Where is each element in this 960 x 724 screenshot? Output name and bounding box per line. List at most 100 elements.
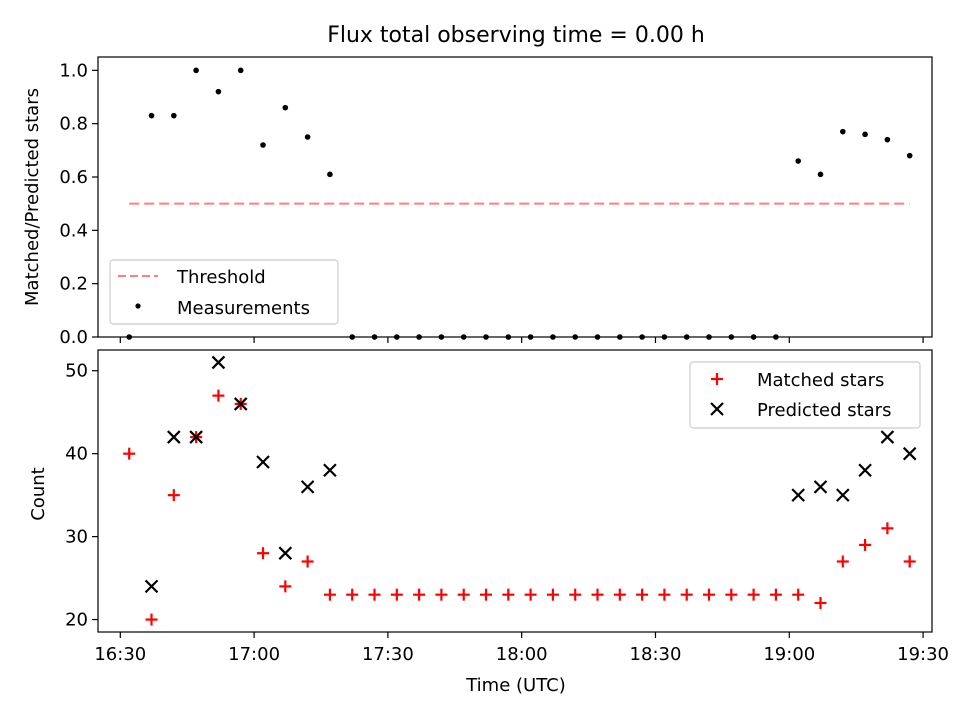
measurements-legend-swatch (135, 303, 141, 309)
measurement-point (483, 334, 489, 340)
matched-star-point (480, 588, 493, 601)
bottom-y-tick-label: 50 (65, 361, 88, 382)
top-plot: 0.0 0.2 0.4 0.6 0.8 1.0 Matched/Predicted sta… (22, 56, 933, 348)
measurement-point (304, 134, 311, 140)
measurement-point (884, 136, 891, 143)
bottom-y-tick-label: 30 (65, 527, 88, 548)
measurement-point (260, 142, 266, 148)
predicted-star-point (144, 579, 159, 594)
bottom-legend-box (689, 361, 921, 429)
matched-star-point (346, 588, 359, 601)
measurement-point (282, 104, 289, 111)
matched-star-point (836, 555, 849, 568)
matched-star-point (279, 580, 292, 593)
matched-star-point (413, 588, 426, 601)
measurement-point (840, 128, 846, 135)
measurement-point (617, 334, 623, 340)
matched-star-point (212, 389, 225, 402)
measurement-point (237, 67, 244, 74)
predicted-star-point (300, 480, 315, 494)
predicted-legend-swatch (710, 402, 724, 416)
matched-star-point (725, 588, 738, 601)
matched-star-point (747, 588, 760, 601)
bottom-y-axis-label: Count (28, 467, 49, 520)
matched-star-point (502, 588, 515, 601)
matched-star-point (257, 547, 270, 560)
predicted-legend-label: Predicted stars (757, 400, 891, 421)
measurement-point (661, 334, 668, 340)
matched-star-point (769, 588, 782, 601)
x-tick-label: 18:30 (630, 644, 682, 665)
top-y-tick-label: 0.2 (59, 274, 88, 295)
predicted-star-point (233, 397, 248, 411)
predicted-star-point (880, 430, 895, 444)
matched-star-point (524, 588, 537, 601)
top-y-tick-label: 0.4 (59, 220, 88, 241)
measurement-point (371, 334, 378, 340)
matched-star-point (613, 588, 626, 601)
measurement-point (171, 112, 177, 119)
measurement-point (773, 334, 779, 340)
measurement-point (750, 334, 757, 340)
predicted-star-point (813, 480, 828, 494)
bottom-y-tick-label: 20 (65, 610, 88, 631)
top-y-tick-label: 0.8 (59, 114, 88, 135)
x-axis-label: Time (UTC) (465, 675, 566, 696)
predicted-star-point (256, 455, 270, 469)
measurement-point (550, 334, 556, 340)
matched-star-point (859, 538, 872, 551)
measurement-point (126, 334, 133, 340)
top-y-tick-label: 0.6 (59, 167, 88, 188)
matched-star-point (903, 555, 916, 568)
measurement-point (327, 171, 333, 178)
measurement-point (817, 171, 824, 178)
threshold-legend-label: Threshold (176, 267, 266, 288)
measurement-point (639, 334, 645, 340)
matched-star-point (680, 588, 693, 601)
x-tick-label: 16:30 (94, 644, 146, 665)
bottom-y-ticks: 20 30 40 50 (65, 361, 98, 631)
measurements-legend-label: Measurements (177, 298, 310, 319)
matched-star-point (145, 613, 158, 626)
chart-title: Flux total observing time = 0.00 h (327, 23, 705, 48)
matched-star-point (658, 588, 671, 601)
top-legend: Threshold Measurements (109, 259, 339, 325)
measurement-point (706, 334, 712, 340)
measurement-point (862, 131, 868, 138)
measurement-point (594, 334, 601, 340)
measurement-point (438, 334, 445, 340)
predicted-star-point (189, 430, 203, 444)
measurement-point (460, 334, 467, 340)
matched-star-point (814, 596, 827, 609)
measurement-point (683, 334, 690, 340)
matched-star-point (457, 588, 470, 601)
top-y-axis-label: Matched/Predicted stars (22, 88, 43, 306)
top-y-tick-label: 0.0 (59, 327, 88, 348)
matched-star-point (591, 588, 604, 601)
measurement-point (906, 152, 913, 159)
matched-star-point (123, 447, 136, 460)
predicted-star-point (211, 355, 226, 370)
measurement-point (416, 334, 422, 340)
matched-star-point (390, 588, 403, 601)
matched-star-point (301, 555, 314, 568)
bottom-x-ticks: 16:30 17:00 17:30 18:00 18:30 19:00 19:30 (94, 632, 949, 665)
measurement-point (527, 334, 534, 340)
matched-star-point (792, 588, 805, 601)
matched-star-point (703, 588, 716, 601)
top-x-ticks (119, 337, 924, 343)
matched-star-point (323, 588, 336, 601)
x-tick-label: 18:00 (496, 644, 548, 665)
predicted-star-point (323, 463, 337, 478)
matched-star-point (636, 588, 649, 601)
matched-star-point (368, 588, 381, 601)
predicted-star-point (791, 488, 805, 502)
x-tick-label: 17:00 (228, 644, 280, 665)
matched-star-point (546, 588, 559, 601)
predicted-star-point (902, 446, 917, 461)
measurement-point (193, 67, 199, 74)
predicted-star-point (167, 430, 181, 444)
measurement-point (148, 112, 155, 119)
measurement-point (795, 158, 802, 164)
